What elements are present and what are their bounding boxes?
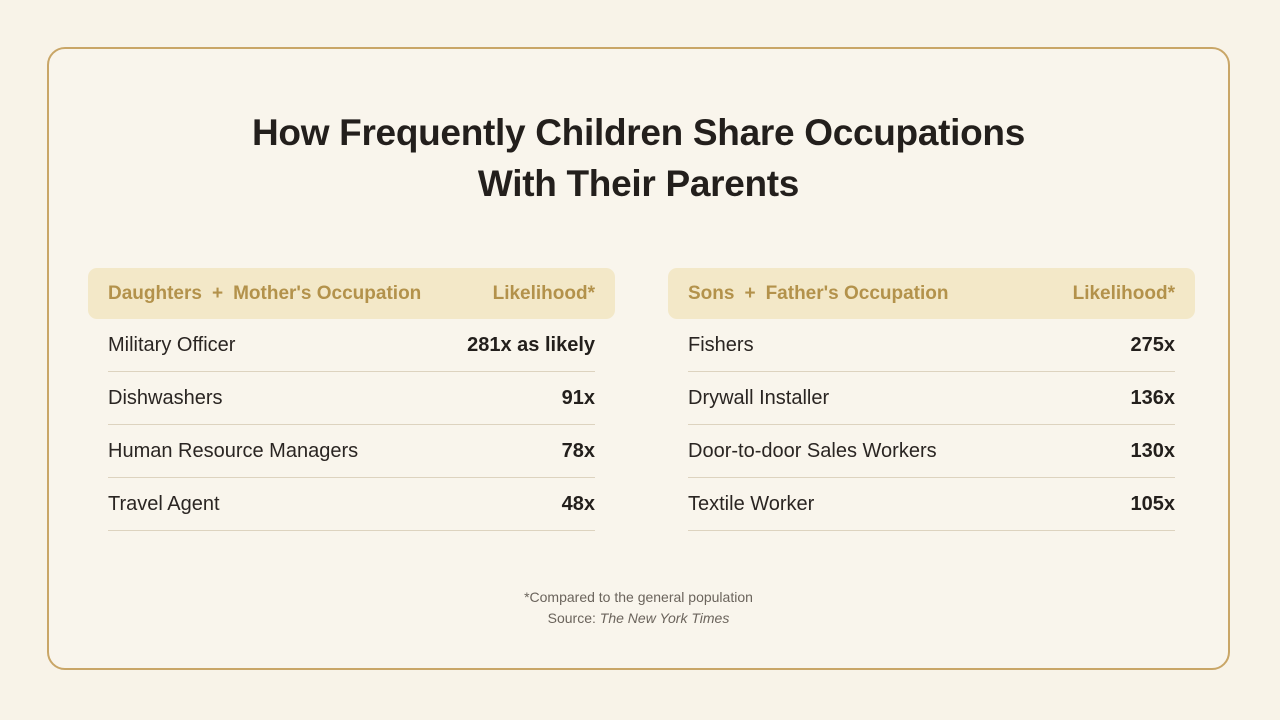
likelihood-cell: 275x [1130,333,1176,356]
source-name: The New York Times [599,610,730,626]
header-group-a: Sons [688,282,735,304]
occupation-cell: Fishers [688,333,754,356]
page-title: How Frequently Children Share Occupation… [49,107,1228,209]
plus-sign: + [211,282,224,304]
table-header: Daughters + Mother's Occupation Likeliho… [88,268,615,319]
likelihood-cell: 105x [1130,492,1176,515]
table-row: Human Resource Managers 78x [108,425,595,478]
occupation-cell: Door-to-door Sales Workers [688,439,937,462]
likelihood-cell: 91x [561,386,595,409]
header-metric: Likelihood* [1072,282,1175,304]
source-line: Source: The New York Times [49,608,1228,629]
occupation-cell: Drywall Installer [688,386,830,409]
table-row: Dishwashers 91x [108,372,595,425]
likelihood-cell: 136x [1130,386,1176,409]
likelihood-cell: 78x [561,439,595,462]
footnote: *Compared to the general population Sour… [49,587,1228,629]
table-row: Fishers 275x [688,319,1175,372]
title-line-2: With Their Parents [477,163,800,204]
likelihood-cell: 48x [561,492,595,515]
header-group-b: Mother's Occupation [233,282,422,304]
daughters-table: Daughters + Mother's Occupation Likeliho… [88,268,615,531]
title-line-1: How Frequently Children Share Occupation… [251,112,1026,153]
occupation-cell: Dishwashers [108,386,223,409]
header-group-a: Daughters [108,282,202,304]
table-header: Sons + Father's Occupation Likelihood* [668,268,1195,319]
footnote-note: *Compared to the general population [524,589,753,605]
sons-table: Sons + Father's Occupation Likelihood* F… [668,268,1195,531]
occupation-cell: Travel Agent [108,492,220,515]
table-body: Military Officer 281x as likely Dishwash… [108,319,595,531]
header-group: Sons + Father's Occupation [688,283,949,305]
occupation-cell: Textile Worker [688,492,815,515]
occupation-cell: Human Resource Managers [108,439,359,462]
infographic-card: How Frequently Children Share Occupation… [47,47,1230,670]
header-group: Daughters + Mother's Occupation [108,283,421,305]
likelihood-cell: 281x as likely [467,333,595,356]
table-row: Textile Worker 105x [688,478,1175,531]
header-metric: Likelihood* [492,282,595,304]
table-row: Door-to-door Sales Workers 130x [688,425,1175,478]
occupation-cell: Military Officer [108,333,236,356]
table-body: Fishers 275x Drywall Installer 136x Door… [688,319,1175,531]
source-label: Source: [547,610,600,626]
header-group-b: Father's Occupation [765,282,949,304]
table-row: Drywall Installer 136x [688,372,1175,425]
table-row: Travel Agent 48x [108,478,595,531]
table-row: Military Officer 281x as likely [108,319,595,372]
plus-sign: + [744,282,756,304]
likelihood-cell: 130x [1130,439,1176,462]
